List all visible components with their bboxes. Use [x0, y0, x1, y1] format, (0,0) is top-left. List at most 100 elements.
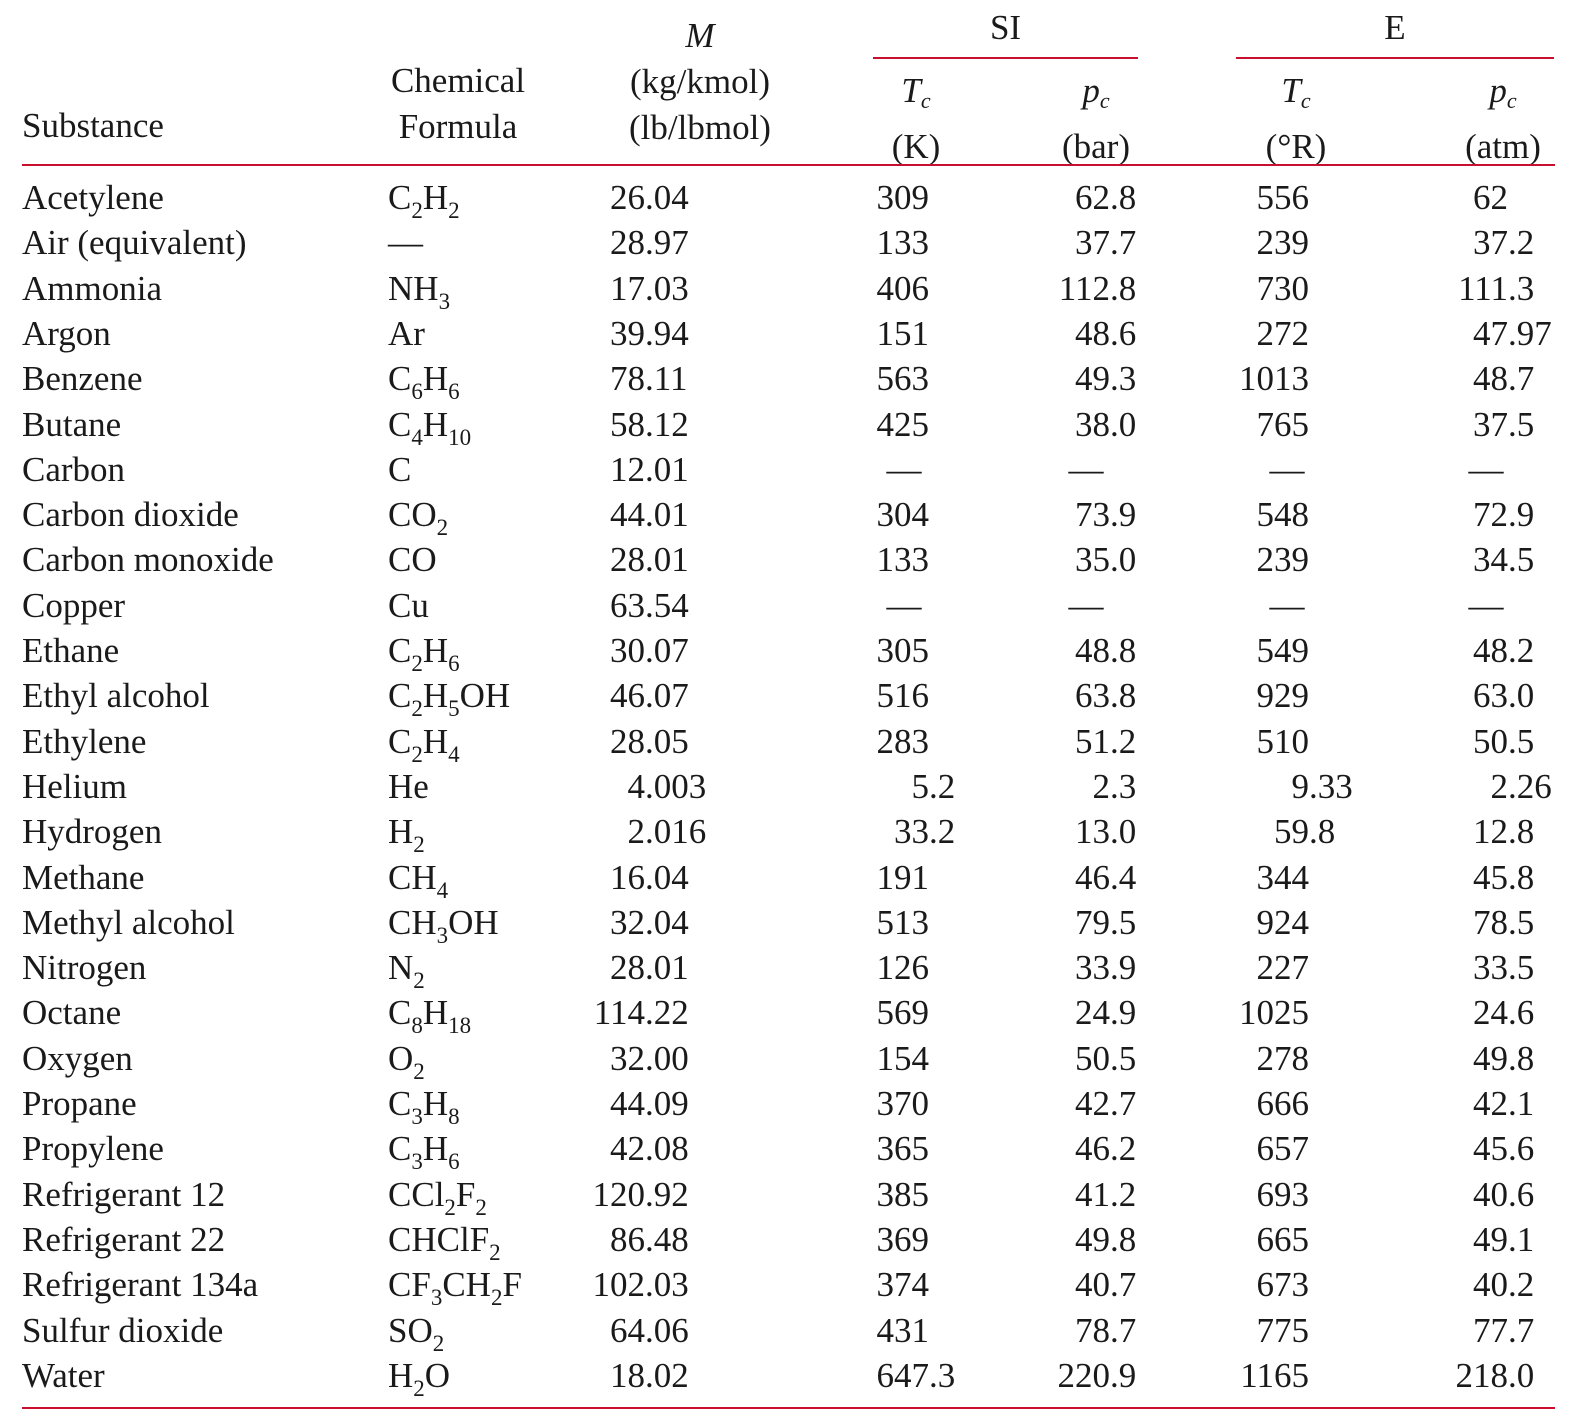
formula-text: H	[422, 631, 449, 670]
cell-molar-mass: 78.11	[610, 359, 688, 399]
cell-formula: CF3CH2F	[388, 1262, 522, 1311]
cell-tc-si: 406	[876, 268, 930, 308]
formula-subscript: 18	[448, 1013, 472, 1039]
cell-tc-si: 385	[876, 1174, 930, 1214]
cell-tc-e: 510	[1256, 721, 1310, 761]
cell-tc-e: 657	[1256, 1129, 1310, 1169]
cell-tc-si: 569	[876, 993, 930, 1033]
cell-pc-e: 48.2	[1473, 631, 1535, 670]
cell-formula: C8H18	[388, 990, 472, 1039]
cell-substance: Carbon monoxide	[22, 540, 274, 580]
cell-formula: O2	[388, 1036, 425, 1084]
formula-text: SO	[388, 1310, 433, 1350]
cell-substance: Refrigerant 12	[22, 1174, 226, 1214]
formula-subscript: 5	[448, 696, 460, 722]
formula-text: OH	[459, 676, 511, 716]
header-molar-unit-si: (kg/kmol)	[630, 62, 770, 101]
formula-text: H	[422, 178, 449, 217]
cell-tc-si: 563	[876, 359, 930, 399]
cell-formula: CCl2F2	[388, 1172, 487, 1219]
cell-tc-e: 1013	[1239, 359, 1309, 399]
cell-formula: CHClF2	[388, 1217, 501, 1264]
cell-tc-e: 344	[1256, 857, 1310, 897]
formula-text: —	[388, 223, 423, 263]
cell-tc-e: 278	[1256, 1038, 1310, 1078]
formula-text: CH	[388, 902, 437, 942]
cell-tc-si: —	[886, 585, 922, 625]
cell-pc-e: —	[1468, 585, 1504, 625]
cell-tc-si: 369	[876, 1219, 930, 1259]
cell-pc-e: 34.5	[1473, 540, 1535, 580]
formula-text: F	[502, 1265, 522, 1305]
cell-pc-e: 40.6	[1473, 1174, 1535, 1214]
cell-tc-si: —	[886, 449, 922, 489]
cell-pc-si: —	[1068, 585, 1104, 625]
formula-subscript: 2	[490, 1285, 503, 1311]
cell-tc-e: 556	[1256, 178, 1310, 217]
cell-substance: Copper	[22, 585, 126, 625]
cell-molar-mass: 42.08	[610, 1129, 689, 1169]
cell-molar-mass: 28.97	[610, 223, 689, 263]
cell-tc-e: 765	[1256, 404, 1310, 444]
formula-subscript: 4	[411, 424, 423, 450]
cell-tc-e: 239	[1256, 540, 1310, 580]
formula-subscript: 3	[438, 288, 451, 314]
formula-text: H	[388, 812, 414, 852]
cell-formula: C4H10	[388, 402, 471, 450]
cell-pc-si: 112.8	[1058, 268, 1137, 308]
cell-substance: Methyl alcohol	[22, 902, 235, 942]
formula-text: N	[388, 948, 414, 988]
formula-subscript: 4	[448, 741, 460, 767]
si-group-rule	[873, 57, 1138, 59]
header-e-label: E	[1384, 8, 1406, 47]
cell-pc-si: 24.9	[1075, 993, 1137, 1033]
cell-molar-mass: 120.92	[592, 1174, 689, 1214]
cell-tc-e: 1025	[1239, 993, 1309, 1033]
formula-text: C	[388, 1129, 412, 1169]
cell-substance: Hydrogen	[22, 812, 162, 852]
cell-tc-si: 133	[876, 223, 930, 263]
cell-tc-si: 647.3	[876, 1355, 956, 1395]
cell-formula: C2H6	[388, 628, 460, 676]
formula-subscript: 2	[413, 1058, 425, 1084]
cell-pc-si: 46.4	[1075, 857, 1137, 897]
cell-pc-e: 78.5	[1473, 902, 1535, 942]
cell-pc-si: 42.7	[1075, 1084, 1137, 1123]
cell-substance: Propane	[22, 1084, 137, 1123]
cell-pc-si: 73.9	[1075, 495, 1137, 535]
cell-molar-mass: 4.003	[627, 766, 707, 806]
header-pc-e-symbol: p	[1489, 71, 1507, 110]
cell-pc-e: 63.0	[1473, 676, 1535, 716]
cell-tc-si: 365	[876, 1129, 930, 1169]
header-tc-si-unit: (K)	[891, 127, 941, 166]
cell-tc-e: 673	[1256, 1265, 1310, 1305]
cell-pc-e: 50.5	[1473, 721, 1535, 761]
cell-substance: Ethyl alcohol	[22, 676, 210, 716]
header-pc-si: pc (bar)	[1046, 68, 1146, 170]
cell-substance: Ethylene	[22, 721, 147, 761]
cell-pc-si: 37.7	[1075, 223, 1137, 263]
formula-text: C	[388, 1084, 412, 1123]
cell-formula: CH3OH	[388, 900, 499, 947]
cell-formula: C3H8	[388, 1081, 460, 1129]
cell-pc-si: 46.2	[1075, 1129, 1137, 1169]
cell-molar-mass: 18.02	[610, 1355, 689, 1395]
cell-tc-e: 730	[1256, 268, 1310, 308]
cell-substance: Propylene	[22, 1129, 164, 1169]
cell-pc-e: 49.1	[1473, 1219, 1535, 1259]
cell-tc-e: 1165	[1240, 1355, 1309, 1395]
formula-text: He	[388, 766, 429, 806]
formula-subscript: 6	[448, 1149, 460, 1175]
cell-tc-si: 154	[876, 1038, 930, 1078]
cell-pc-e: 218.0	[1455, 1355, 1535, 1395]
header-si-group: SI	[873, 5, 1138, 51]
cell-tc-si: 431	[876, 1310, 930, 1350]
table-bottom-rule	[22, 1407, 1555, 1409]
cell-tc-e: 775	[1256, 1310, 1310, 1350]
formula-text: CCl	[388, 1174, 445, 1214]
formula-subscript: 3	[411, 1104, 423, 1129]
formula-subscript: 2	[411, 651, 423, 676]
header-formula-line2: Formula	[398, 107, 518, 146]
cell-substance: Refrigerant 22	[22, 1219, 226, 1259]
formula-subscript: 4	[436, 877, 449, 903]
